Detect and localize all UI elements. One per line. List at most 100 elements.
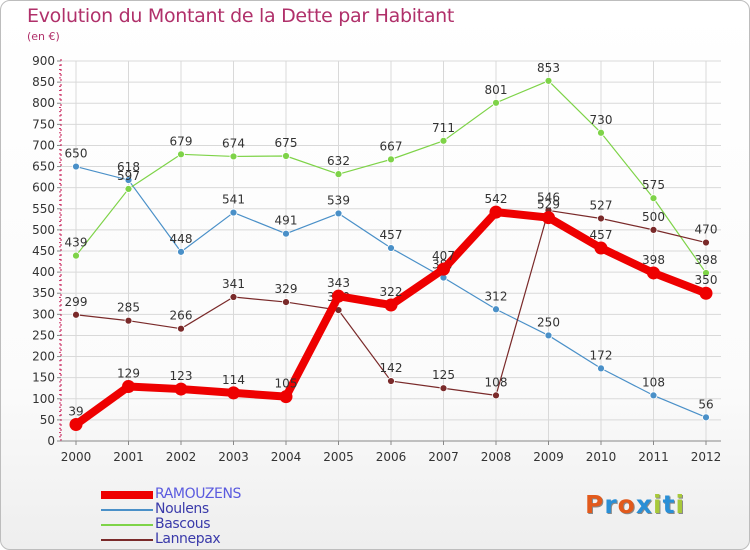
logo-letter: i	[675, 490, 686, 519]
legend-swatch	[101, 524, 153, 526]
series-bascous: 439 597 679 674 675 632 667 711 801 853 730 575 398	[65, 61, 717, 277]
data-label: 470	[695, 223, 718, 237]
data-point	[384, 298, 398, 312]
x-tick-label: 2004	[271, 450, 302, 464]
data-point	[282, 298, 290, 306]
data-label: 491	[275, 214, 298, 228]
data-point	[177, 247, 185, 256]
data-point	[489, 205, 503, 219]
y-tick-label: 700	[32, 138, 55, 152]
x-tick-label: 2010	[586, 450, 617, 464]
y-tick-label: 150	[32, 371, 55, 385]
y-tick-label: 600	[32, 181, 55, 195]
data-point	[334, 209, 343, 218]
data-point	[334, 170, 343, 179]
data-point	[124, 316, 133, 325]
data-label: 457	[380, 228, 403, 242]
data-point	[122, 380, 135, 394]
legend-label: Noulens	[155, 501, 209, 517]
data-point	[544, 331, 553, 340]
data-point	[594, 241, 608, 255]
data-label: 129	[117, 367, 140, 381]
data-point	[649, 225, 658, 234]
data-point	[282, 152, 290, 160]
data-label: 675	[275, 136, 298, 150]
x-tick-label: 2008	[481, 450, 512, 464]
data-point	[124, 176, 133, 184]
y-tick-label: 350	[32, 286, 55, 300]
data-point	[227, 386, 240, 400]
logo-letter: x	[635, 490, 653, 519]
data-point	[647, 266, 660, 280]
y-tick-label: 550	[32, 202, 55, 216]
data-label: 500	[642, 210, 665, 224]
data-label: 575	[642, 178, 665, 192]
data-point	[282, 229, 290, 238]
data-label: 125	[432, 368, 455, 382]
y-tick-label: 500	[32, 223, 55, 237]
data-point	[699, 286, 713, 300]
data-label: 105	[275, 377, 298, 391]
legend-label: Lannepax	[155, 531, 221, 547]
x-tick-label: 2000	[61, 450, 92, 464]
x-tick-label: 2003	[218, 450, 249, 464]
x-tick-label: 2011	[638, 450, 669, 464]
data-label: 674	[222, 136, 245, 150]
data-point	[72, 251, 80, 260]
data-label: 299	[65, 295, 88, 309]
x-tick-label: 2001	[113, 450, 144, 464]
data-label: 527	[590, 198, 613, 212]
data-point	[174, 382, 188, 396]
data-label: 343	[327, 276, 350, 290]
data-label: 801	[485, 83, 508, 97]
series-noulens: 65061844854149153945738731225017210856	[65, 147, 714, 422]
data-point	[437, 262, 450, 276]
data-point	[229, 152, 238, 161]
data-point	[177, 150, 185, 159]
data-point	[69, 418, 83, 432]
data-label: 322	[380, 285, 403, 299]
data-point	[702, 413, 710, 422]
data-point	[387, 244, 395, 252]
x-tick-label: 2002	[166, 450, 197, 464]
data-label: 350	[695, 273, 718, 287]
data-point	[597, 128, 605, 137]
data-point	[439, 136, 448, 145]
data-label: 529	[537, 198, 560, 212]
data-point	[279, 390, 293, 404]
data-point	[387, 155, 395, 164]
legend-swatch	[101, 491, 153, 499]
y-tick-label: 450	[32, 244, 55, 258]
y-tick-label: 400	[32, 265, 55, 279]
data-label: 108	[485, 375, 508, 389]
data-point	[72, 310, 80, 319]
y-tick-label: 0	[47, 434, 55, 448]
data-point	[597, 364, 605, 373]
data-label: 266	[170, 309, 193, 323]
data-point	[542, 211, 555, 225]
logo-letter: o	[617, 490, 636, 519]
data-point	[702, 269, 710, 277]
data-label: 407	[432, 249, 455, 263]
y-tick-label: 300	[32, 307, 55, 321]
logo-letter: r	[604, 490, 618, 519]
data-point	[177, 324, 185, 333]
data-label: 312	[485, 289, 508, 303]
x-tick-label: 2005	[323, 450, 354, 464]
data-label: 398	[642, 253, 665, 267]
data-label: 711	[432, 121, 455, 135]
data-label: 541	[222, 193, 245, 207]
proxiti-logo: Proxiti	[585, 490, 685, 519]
data-label: 448	[170, 232, 193, 246]
legend-label: Bascous	[155, 516, 211, 532]
data-point	[649, 391, 658, 400]
x-tick-label: 2012	[691, 450, 722, 464]
data-point	[492, 98, 500, 107]
y-tick-label: 750	[32, 117, 55, 131]
logo-letter: t	[662, 490, 676, 519]
legend-label: RAMOUZENS	[155, 486, 242, 502]
data-point	[72, 162, 80, 171]
y-tick-label: 100	[32, 392, 55, 406]
y-tick-label: 800	[32, 96, 55, 110]
